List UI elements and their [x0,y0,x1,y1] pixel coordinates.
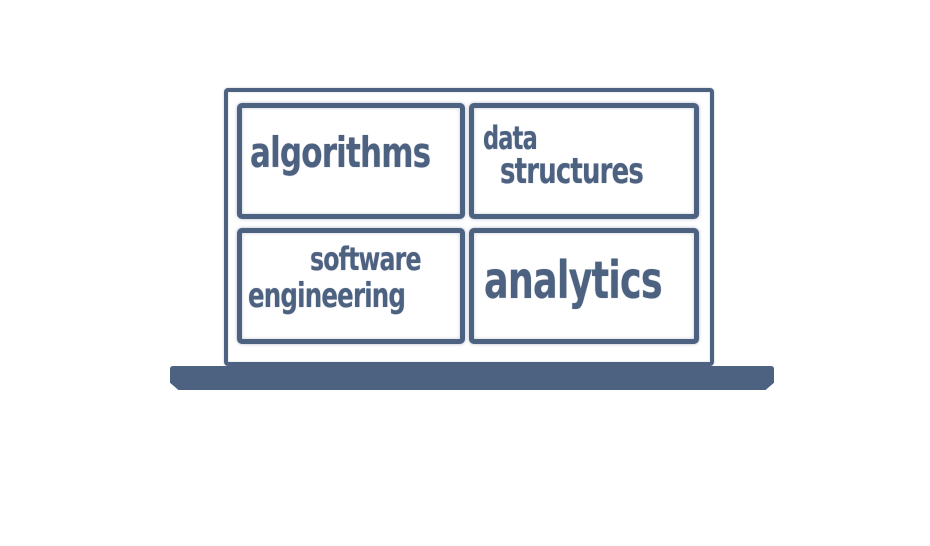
tile-software-engineering: software engineering [237,228,465,344]
tile-algorithms: algorithms [237,103,465,219]
data-label: data [483,119,538,157]
algorithms-label: algorithms [250,128,431,177]
structures-label: structures [500,151,644,192]
laptop-base [170,366,774,390]
software-label: software [310,240,421,278]
tile-analytics: analytics [469,228,699,344]
engineering-label: engineering [248,276,406,316]
tile-data-structures: data structures [469,103,699,219]
analytics-label: analytics [484,251,663,311]
